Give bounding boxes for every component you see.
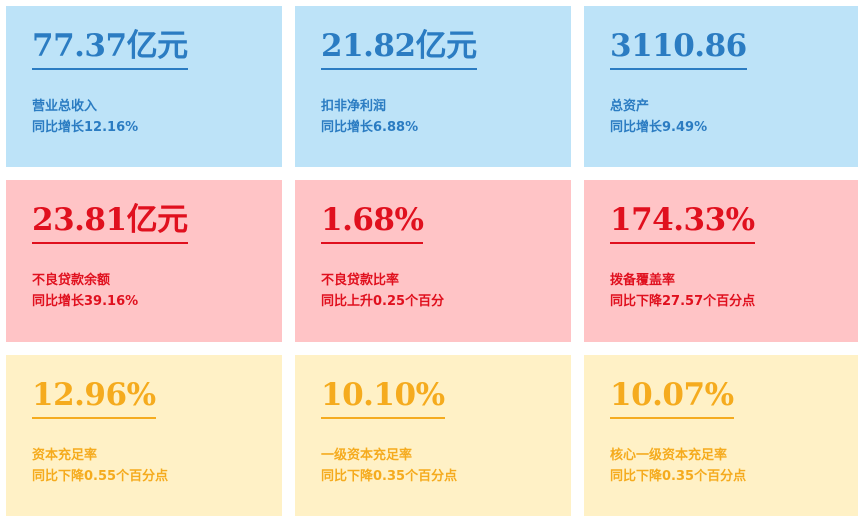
metric-card-core-tier1-capital: 10.07% 核心一级资本充足率 同比下降0.35个百分点 — [584, 355, 858, 516]
metric-card-revenue: 77.37亿元 营业总收入 同比增长12.16% — [6, 6, 282, 167]
metric-value: 12.96% — [32, 375, 156, 419]
metric-label: 资本充足率 — [32, 448, 98, 463]
metric-value: 23.81亿元 — [32, 200, 188, 244]
metric-label-group: 资本充足率 同比下降0.55个百分点 — [32, 445, 168, 487]
metric-change: 同比增长9.49% — [610, 120, 708, 135]
metric-card-net-profit: 21.82亿元 扣非净利润 同比增长6.88% — [295, 6, 571, 167]
metric-change: 同比增长12.16% — [32, 120, 139, 135]
metric-change: 同比上升0.25个百分 — [321, 294, 445, 309]
metric-label: 一级资本充足率 — [321, 448, 413, 463]
metric-change: 同比下降0.35个百分点 — [610, 469, 747, 484]
metric-label-group: 总资产 同比增长9.49% — [610, 96, 707, 138]
metric-label-group: 核心一级资本充足率 同比下降0.35个百分点 — [610, 445, 746, 487]
metric-label-group: 不良贷款比率 同比上升0.25个百分 — [321, 270, 444, 312]
metric-label-group: 拨备覆盖率 同比下降27.57个百分点 — [610, 270, 755, 312]
metric-card-npl-balance: 23.81亿元 不良贷款余额 同比增长39.16% — [6, 180, 282, 342]
metric-change: 同比下降0.55个百分点 — [32, 469, 169, 484]
metric-label: 营业总收入 — [32, 99, 98, 114]
metric-label: 总资产 — [610, 99, 650, 114]
metric-label-group: 一级资本充足率 同比下降0.35个百分点 — [321, 445, 457, 487]
metric-value: 77.37亿元 — [32, 26, 188, 70]
metric-label: 不良贷款余额 — [32, 273, 111, 288]
metric-change: 同比增长6.88% — [321, 120, 419, 135]
metric-value: 21.82亿元 — [321, 26, 477, 70]
metric-value: 1.68% — [321, 200, 424, 244]
metric-label: 不良贷款比率 — [321, 273, 400, 288]
metric-change: 同比增长39.16% — [32, 294, 139, 309]
metric-card-capital-adequacy: 12.96% 资本充足率 同比下降0.55个百分点 — [6, 355, 282, 516]
metric-card-total-assets: 3110.86 总资产 同比增长9.49% — [584, 6, 858, 167]
metric-label: 扣非净利润 — [321, 99, 387, 114]
metric-value: 10.10% — [321, 375, 445, 419]
metric-card-provision-coverage: 174.33% 拨备覆盖率 同比下降27.57个百分点 — [584, 180, 858, 342]
metric-card-tier1-capital: 10.10% 一级资本充足率 同比下降0.35个百分点 — [295, 355, 571, 516]
metric-card-npl-ratio: 1.68% 不良贷款比率 同比上升0.25个百分 — [295, 180, 571, 342]
metric-label-group: 扣非净利润 同比增长6.88% — [321, 96, 418, 138]
metric-value: 3110.86 — [610, 26, 747, 70]
metric-label-group: 不良贷款余额 同比增长39.16% — [32, 270, 138, 312]
metric-label-group: 营业总收入 同比增长12.16% — [32, 96, 138, 138]
metric-value: 10.07% — [610, 375, 734, 419]
metric-change: 同比下降0.35个百分点 — [321, 469, 458, 484]
metric-label: 核心一级资本充足率 — [610, 448, 728, 463]
metric-label: 拨备覆盖率 — [610, 273, 676, 288]
metric-change: 同比下降27.57个百分点 — [610, 294, 756, 309]
metric-value: 174.33% — [610, 200, 755, 244]
